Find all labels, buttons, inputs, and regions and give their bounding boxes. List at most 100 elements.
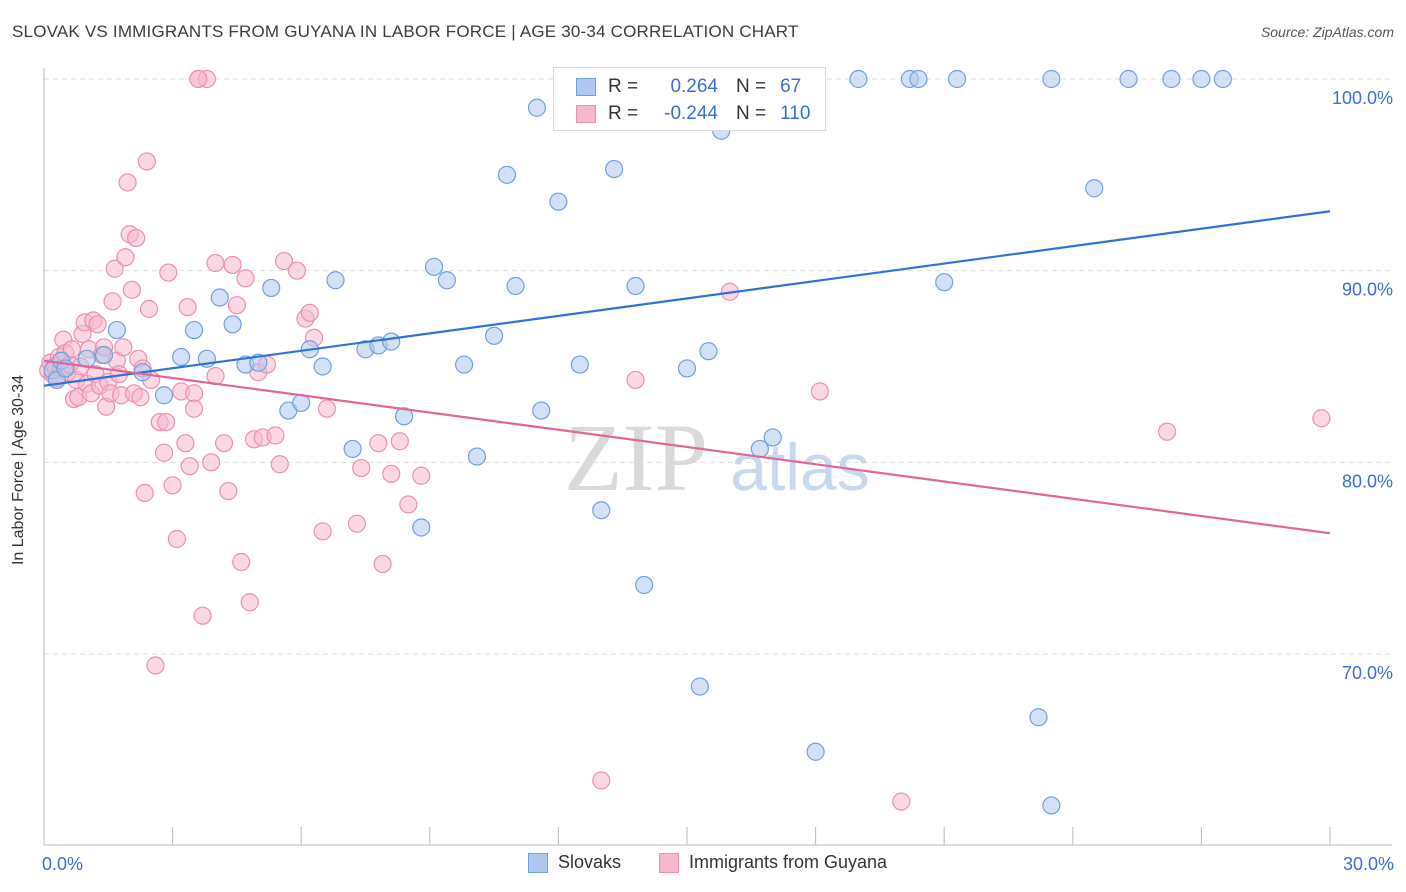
guyana-point xyxy=(810,382,829,401)
y-axis-label: In Labor Force | Age 30-34 xyxy=(10,374,27,566)
slovaks-point xyxy=(677,359,697,378)
guyana-point xyxy=(202,453,221,472)
guyana-point xyxy=(180,457,199,476)
slovaks-r-value: 0.264 xyxy=(670,76,718,97)
legend-row-guyana: R = -0.244 N = 110 xyxy=(576,102,810,126)
slovaks-point xyxy=(326,271,345,290)
slovaks-n-value: 67 xyxy=(780,76,802,97)
guyana-point xyxy=(223,255,242,275)
guyana-point xyxy=(114,338,133,357)
y-tick-label: 100.0% xyxy=(1332,88,1393,108)
slovaks-point xyxy=(343,439,362,459)
slovaks-point xyxy=(382,332,401,351)
slovaks-point xyxy=(592,501,611,520)
guyana-point xyxy=(122,280,141,299)
slovaks-legend-label: Slovaks xyxy=(558,852,622,872)
guyana-point xyxy=(103,292,122,311)
slovaks-legend-swatch xyxy=(528,852,548,873)
guyana-point xyxy=(270,455,289,474)
slovaks-point xyxy=(210,288,229,307)
slovaks-point xyxy=(1213,69,1232,89)
guyana-point xyxy=(313,522,332,541)
slovaks-point xyxy=(763,428,782,447)
slovaks-point xyxy=(485,326,504,345)
guyana-point xyxy=(178,297,197,317)
slovaks-point xyxy=(935,273,954,292)
guyana-point xyxy=(137,152,156,171)
guyana-point xyxy=(184,384,204,403)
slovaks-point xyxy=(570,355,589,374)
guyana-point xyxy=(189,69,208,89)
slovaks-point xyxy=(172,347,191,367)
slovaks-point xyxy=(249,353,268,372)
slovaks-point xyxy=(1192,69,1211,89)
correlation-legend: R = 0.264 N = 67 R = -0.244 N = 110 xyxy=(553,67,826,131)
guyana-point xyxy=(139,299,159,319)
slovaks-point xyxy=(506,276,525,296)
slovaks-point xyxy=(626,276,645,296)
guyana-point xyxy=(167,529,186,549)
guyana-n-value: 110 xyxy=(780,103,811,124)
slovaks-point xyxy=(313,357,332,376)
legend-row-slovaks: R = 0.264 N = 67 xyxy=(576,75,801,99)
guyana-point xyxy=(193,606,212,625)
guyana-point xyxy=(176,434,195,453)
slovaks-point xyxy=(1119,69,1138,89)
guyana-point xyxy=(382,464,401,483)
slovaks-point xyxy=(154,386,174,405)
guyana-point xyxy=(1158,422,1177,441)
guyana-point xyxy=(373,554,392,574)
slovaks-point xyxy=(262,278,281,298)
y-tick-label: 70.0% xyxy=(1342,663,1393,683)
slovaks-point xyxy=(690,677,709,696)
tick-labels: 70.0% 80.0% 90.0% 100.0% 0.0% 30.0% xyxy=(42,88,1394,874)
guyana-point xyxy=(317,399,337,418)
guyana-point xyxy=(399,495,418,514)
guyana-point xyxy=(892,792,911,811)
slovaks-point xyxy=(497,165,517,184)
series-legend: Slovaks Immigrants from Guyana xyxy=(0,852,1406,876)
guyana-point xyxy=(626,370,645,390)
guyana-point xyxy=(236,269,255,288)
chart-title: SLOVAK VS IMMIGRANTS FROM GUYANA IN LABO… xyxy=(12,22,799,41)
guyana-trend-line xyxy=(43,359,1331,535)
slovaks-point xyxy=(849,69,868,89)
guyana-point xyxy=(116,248,135,267)
n-label: N = xyxy=(736,103,767,124)
watermark-zip: ZIP xyxy=(564,404,708,511)
guyana-point xyxy=(206,253,225,273)
guyana-point xyxy=(157,412,176,432)
slovaks-point xyxy=(635,575,654,595)
guyana-point xyxy=(412,466,431,485)
slovaks-point xyxy=(437,271,457,290)
series-slovaks xyxy=(43,69,1232,815)
slovaks-point xyxy=(947,69,967,89)
slovaks-point xyxy=(1042,796,1061,815)
guyana-point xyxy=(154,443,174,462)
guyana-point xyxy=(88,315,107,334)
axes xyxy=(43,68,1392,846)
guyana-point xyxy=(390,432,409,451)
slovaks-point xyxy=(424,257,444,276)
slovaks-point xyxy=(527,98,547,117)
guyana-point xyxy=(227,296,246,315)
slovaks-point xyxy=(454,355,474,374)
guyana-point xyxy=(163,476,182,495)
guyana-point xyxy=(232,552,251,572)
guyana-point xyxy=(105,259,124,278)
guyana-point xyxy=(184,399,204,418)
guyana-point xyxy=(131,388,150,407)
n-label: N = xyxy=(736,76,767,97)
slovaks-point xyxy=(532,401,551,420)
slovaks-point xyxy=(394,407,414,426)
r-label: R = xyxy=(608,76,639,97)
y-tick-label: 90.0% xyxy=(1342,280,1393,300)
slovaks-point xyxy=(1085,179,1104,198)
guyana-legend-swatch xyxy=(659,852,679,873)
watermark: ZIP atlas xyxy=(564,404,870,511)
slovaks-point xyxy=(605,159,624,179)
guyana-point xyxy=(214,434,234,453)
legend-item-slovaks: Slovaks xyxy=(528,852,621,873)
x-tick-label: 30.0% xyxy=(1343,854,1394,874)
